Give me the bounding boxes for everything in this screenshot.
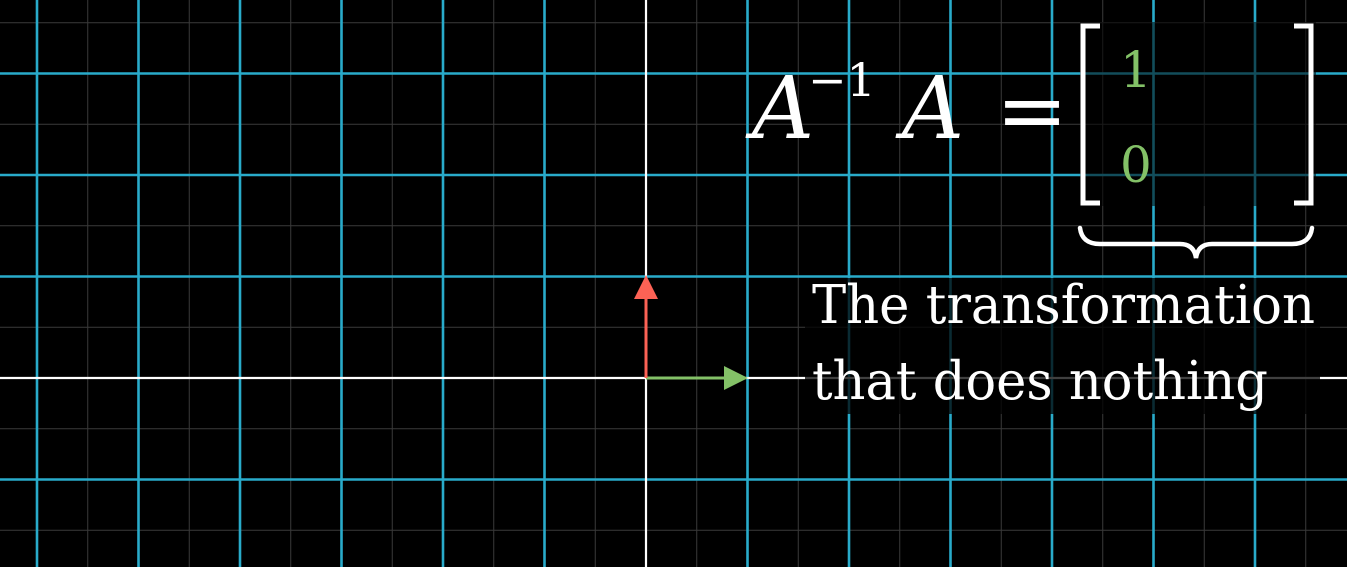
matrix-entry-row2-col1: 0 xyxy=(1120,136,1152,194)
matrix-backdrop xyxy=(1080,22,1316,206)
caption: The transformation that does nothing xyxy=(805,275,1320,414)
equation-equals-sign: = xyxy=(996,61,1068,161)
equation-exponent: −1 xyxy=(808,53,876,107)
j-hat-vector xyxy=(634,275,658,378)
matrix-entry-row1-col1: 1 xyxy=(1120,41,1152,99)
caption-backdrop xyxy=(805,278,1320,414)
caption-line-2: that does nothing xyxy=(812,351,1268,412)
i-hat-vector xyxy=(646,366,748,390)
caption-line-1: The transformation xyxy=(812,275,1315,336)
matrix-left-bracket xyxy=(1080,23,1100,206)
matrix-underbrace xyxy=(1077,225,1315,259)
i-hat-arrowhead xyxy=(724,366,748,390)
equation: A −1 A = 1 0 xyxy=(745,22,1316,259)
matrix-right-bracket xyxy=(1294,23,1314,206)
equation-rhs-letter: A xyxy=(895,59,964,159)
j-hat-arrowhead xyxy=(634,275,658,299)
equation-base-letter: A xyxy=(745,59,814,159)
